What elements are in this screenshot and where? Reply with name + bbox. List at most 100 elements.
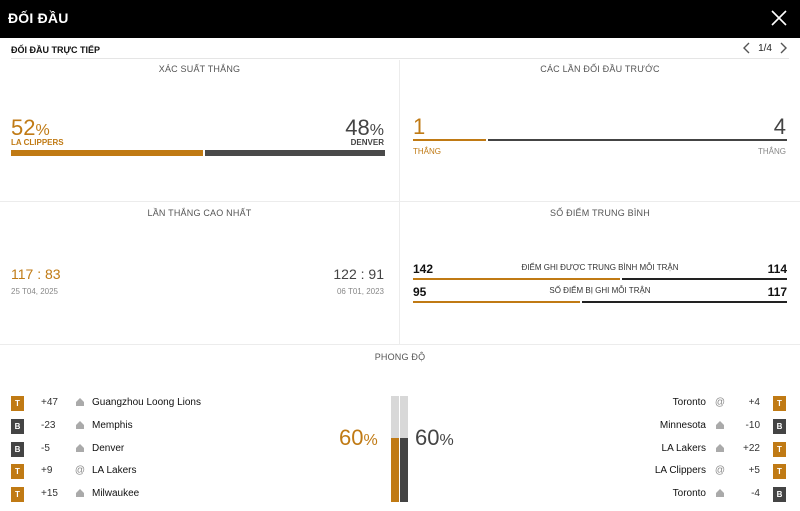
average-points-title: SỐ ĐIỂM TRUNG BÌNH xyxy=(550,208,650,218)
venue-indicator xyxy=(714,443,726,456)
away-form-row: Toronto @ +4 T xyxy=(560,396,786,412)
point-diff: +47 xyxy=(41,397,58,408)
chevron-left-icon[interactable] xyxy=(742,42,752,54)
home-icon xyxy=(76,489,84,498)
opponent-name[interactable]: LA Lakers xyxy=(661,442,706,454)
point-diff: +15 xyxy=(41,488,58,500)
result-badge: T xyxy=(11,487,24,503)
away-meetings-bar xyxy=(488,139,787,141)
home-meetings-bar xyxy=(413,139,486,141)
opponent-name[interactable]: Milwaukee xyxy=(92,488,140,500)
venue-indicator xyxy=(74,443,86,456)
result-badge: B xyxy=(773,418,786,434)
header-divider xyxy=(11,58,789,59)
home-form-bar xyxy=(391,438,399,502)
result-badge: T xyxy=(11,396,24,411)
away-win-bar xyxy=(205,150,385,156)
home-biggest-win-date: 25 T04, 2025 xyxy=(11,287,59,296)
home-avg-bar xyxy=(413,278,620,280)
away-win-pct: 48% xyxy=(345,115,384,140)
away-form-row: Minnesota -10 B xyxy=(560,418,786,435)
opponent-name[interactable]: Minnesota xyxy=(659,419,706,431)
avg-points-row: 142 ĐIỂM GHI ĐƯỢC TRUNG BÌNH MỖI TRẬN 11… xyxy=(413,262,787,282)
venue-indicator xyxy=(714,420,726,433)
result-badge: B xyxy=(773,487,786,503)
point-diff: +5 xyxy=(748,465,760,477)
home-form-row: T +15 Milwaukee xyxy=(11,487,251,503)
home-icon xyxy=(76,443,84,452)
opponent-name[interactable]: LA Lakers xyxy=(92,465,137,477)
away-biggest-win-date: 06 T01, 2023 xyxy=(336,287,384,296)
form-title: PHONG ĐỘ xyxy=(374,352,426,362)
result-badge: B xyxy=(11,418,24,434)
opponent-name[interactable]: Memphis xyxy=(92,419,133,431)
venue-indicator xyxy=(74,488,86,501)
avg-points-row: 95 SỐ ĐIỂM BỊ GHI MỖI TRẬN 117 xyxy=(413,285,787,305)
pager-label: 1/4 xyxy=(758,42,772,54)
away-form-row: Toronto -4 B xyxy=(560,487,786,503)
result-badge: T xyxy=(11,464,24,480)
away-avg-conceded: 117 xyxy=(767,285,787,299)
home-icon xyxy=(716,489,724,498)
home-form-row: T +9 @ LA Lakers xyxy=(11,464,251,480)
away-avg-bar xyxy=(582,301,787,303)
venue-indicator xyxy=(74,397,86,410)
home-avg-conceded: 95 xyxy=(413,285,427,299)
modal-header: ĐỐI ĐẦU xyxy=(0,0,800,38)
point-diff: -4 xyxy=(751,488,760,500)
opponent-name[interactable]: Denver xyxy=(92,442,125,454)
away-team-name: DENVER xyxy=(350,138,384,147)
away-form-bar xyxy=(400,438,408,502)
home-team-name: LA CLIPPERS xyxy=(11,138,64,147)
previous-meetings-title: CÁC LẦN ĐỐI ĐẦU TRƯỚC xyxy=(540,64,660,74)
modal-title: ĐỐI ĐẦU xyxy=(8,10,69,26)
opponent-name[interactable]: LA Clippers xyxy=(654,465,706,477)
venue-indicator xyxy=(714,488,726,501)
close-icon[interactable] xyxy=(770,9,788,27)
home-icon xyxy=(716,420,724,429)
avg-row-label: ĐIỂM GHI ĐƯỢC TRUNG BÌNH MỖI TRẬN xyxy=(521,263,679,272)
home-form-pct: 60% xyxy=(339,425,378,450)
away-form-pct: 60% xyxy=(415,425,454,450)
section-header-title: ĐỐI ĐẦU TRỰC TIẾP xyxy=(11,45,100,55)
avg-row-label: SỐ ĐIỂM BỊ GHI MỖI TRẬN xyxy=(549,286,651,295)
chevron-right-icon[interactable] xyxy=(778,42,788,54)
section-divider xyxy=(0,201,800,202)
opponent-name[interactable]: Toronto xyxy=(672,488,706,500)
point-diff: -10 xyxy=(745,419,760,431)
result-badge: B xyxy=(11,441,24,457)
biggest-win-title: LẦN THẮNG CAO NHẤT xyxy=(147,208,252,218)
venue-indicator: @ xyxy=(714,465,726,477)
away-form-row: LA Clippers @ +5 T xyxy=(560,464,786,480)
away-meeting-label: THẮNG xyxy=(758,147,786,156)
section-divider xyxy=(0,344,800,345)
home-win-pct: 52% xyxy=(11,115,50,140)
home-biggest-win-score: 117 : 83 xyxy=(11,266,61,282)
opponent-name[interactable]: Toronto xyxy=(672,397,706,408)
home-form-row: T +47 Guangzhou Loong Lions xyxy=(11,396,251,412)
result-badge: T xyxy=(773,396,786,411)
home-meeting-label: THẮNG xyxy=(413,147,441,156)
point-diff: +4 xyxy=(748,397,760,408)
away-avg-scored: 114 xyxy=(767,262,787,276)
pager: 1/4 xyxy=(742,42,788,54)
home-icon xyxy=(76,398,84,406)
home-avg-bar xyxy=(413,301,580,303)
home-form-row: B -23 Memphis xyxy=(11,418,251,435)
point-diff: -23 xyxy=(41,419,56,431)
venue-indicator xyxy=(74,420,86,433)
opponent-name[interactable]: Guangzhou Loong Lions xyxy=(92,397,201,408)
point-diff: +9 xyxy=(41,465,53,477)
home-icon xyxy=(716,443,724,452)
away-avg-bar xyxy=(622,278,787,280)
point-diff: -5 xyxy=(41,442,50,454)
venue-indicator: @ xyxy=(74,465,86,477)
win-probability-title: XÁC SUẤT THẮNG xyxy=(158,64,241,74)
result-badge: T xyxy=(773,464,786,480)
away-form-row: LA Lakers +22 T xyxy=(560,441,786,458)
home-icon xyxy=(76,420,84,429)
column-divider xyxy=(399,60,400,344)
point-diff: +22 xyxy=(743,442,760,454)
venue-indicator: @ xyxy=(714,397,726,408)
away-meeting-wins: 4 xyxy=(773,114,786,139)
